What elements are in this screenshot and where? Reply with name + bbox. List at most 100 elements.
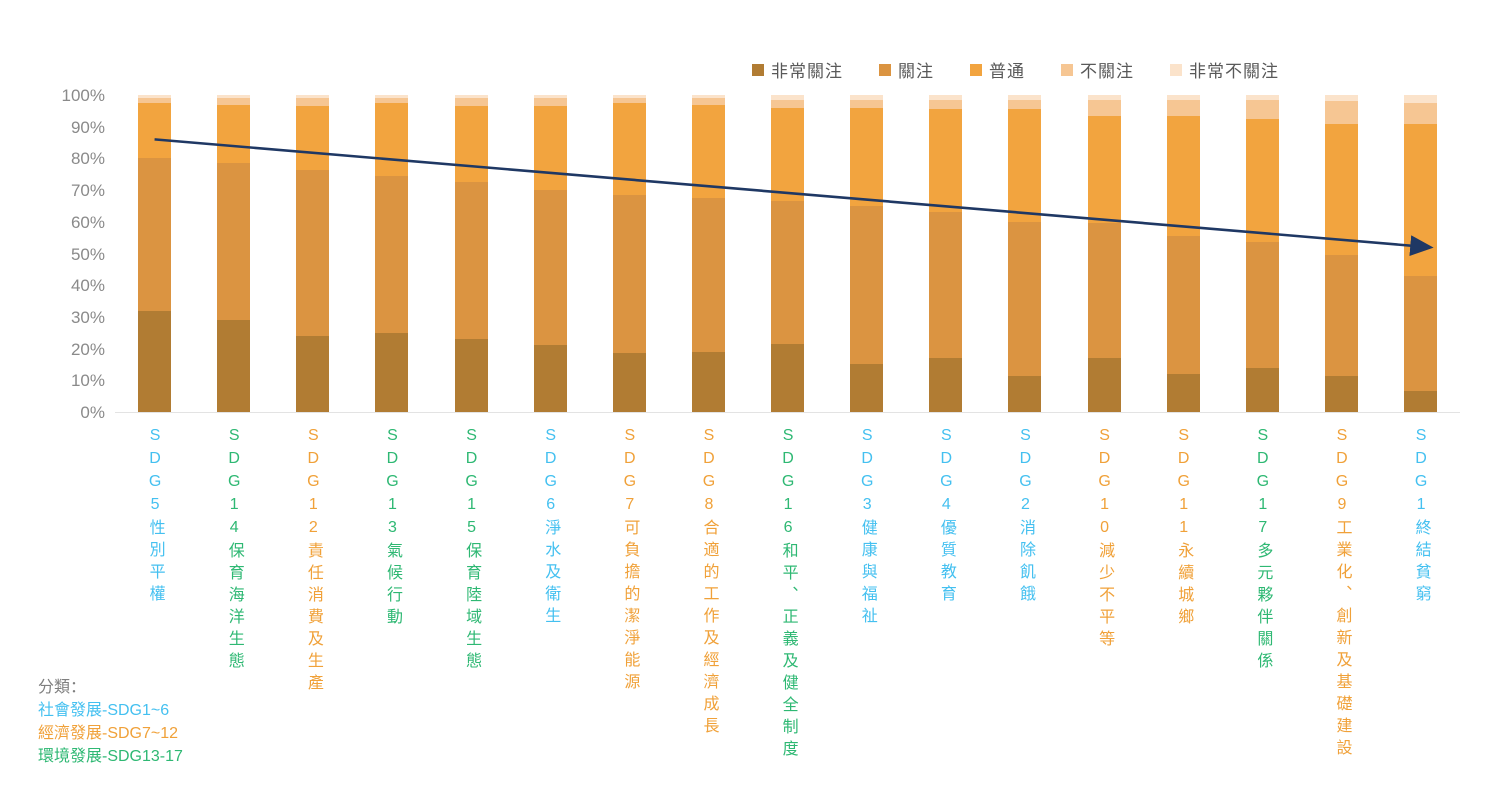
segment-SDG2-普通 bbox=[1008, 109, 1042, 222]
plot-area bbox=[115, 95, 1460, 413]
bar-column-SDG4 bbox=[906, 95, 985, 412]
y-tick-10%: 10% bbox=[70, 371, 105, 391]
x-label-SDG7: SDG7可負擔的潔淨能源 bbox=[621, 427, 639, 695]
segment-SDG6-關注 bbox=[533, 190, 567, 346]
segment-SDG9-非常關注 bbox=[1324, 375, 1358, 412]
y-tick-20%: 20% bbox=[70, 339, 105, 359]
segment-SDG8-關注 bbox=[691, 198, 725, 352]
x-label-column-SDG11: SDG11永續城鄉 bbox=[1144, 427, 1223, 630]
y-tick-100%: 100% bbox=[61, 86, 105, 105]
x-label-column-SDG6: SDG6淨水及衛生 bbox=[511, 427, 590, 629]
segment-SDG9-非常不關注 bbox=[1324, 95, 1358, 102]
segment-SDG7-關注 bbox=[612, 194, 646, 354]
segment-SDG13-普通 bbox=[375, 102, 409, 176]
segment-SDG10-關注 bbox=[1087, 223, 1121, 359]
segment-SDG9-關注 bbox=[1324, 255, 1358, 376]
segment-SDG1-不關注 bbox=[1404, 102, 1438, 124]
bar-column-SDG12 bbox=[273, 95, 352, 412]
segment-SDG13-非常不關注 bbox=[375, 95, 409, 99]
segment-SDG1-普通 bbox=[1404, 123, 1438, 276]
segment-SDG10-普通 bbox=[1087, 115, 1121, 224]
bar-column-SDG9 bbox=[1302, 95, 1381, 412]
bar-SDG14 bbox=[217, 95, 251, 412]
segment-SDG16-不關注 bbox=[771, 99, 805, 108]
segment-SDG5-不關注 bbox=[138, 98, 172, 103]
segment-SDG11-非常關注 bbox=[1166, 373, 1200, 412]
segment-SDG14-不關注 bbox=[217, 98, 251, 105]
x-label-SDG4: SDG4優質教育 bbox=[937, 427, 955, 607]
segment-SDG14-關注 bbox=[217, 163, 251, 321]
legend-item-非常不關注: 非常不關注 bbox=[1170, 57, 1279, 82]
x-label-SDG12: SDG12責任消費及生產 bbox=[304, 427, 322, 696]
x-label-column-SDG14: SDG14保育海洋生態 bbox=[194, 427, 273, 674]
segment-SDG3-關注 bbox=[850, 205, 884, 365]
x-label-SDG3: SDG3健康與福祉 bbox=[858, 427, 876, 629]
bar-column-SDG16 bbox=[748, 95, 827, 412]
bar-SDG11 bbox=[1166, 95, 1200, 412]
bar-column-SDG3 bbox=[827, 95, 906, 412]
bar-SDG7 bbox=[612, 95, 646, 412]
segment-SDG3-非常關注 bbox=[850, 364, 884, 412]
bar-column-SDG7 bbox=[590, 95, 669, 412]
bar-SDG13 bbox=[375, 95, 409, 412]
segment-SDG11-普通 bbox=[1166, 115, 1200, 237]
segment-SDG4-普通 bbox=[929, 109, 963, 213]
x-label-column-SDG12: SDG12責任消費及生產 bbox=[273, 427, 352, 696]
segment-SDG17-關注 bbox=[1245, 242, 1279, 368]
note-social: 社會發展-SDG1~6 bbox=[38, 702, 170, 719]
note-env: 環境發展-SDG13-17 bbox=[38, 748, 183, 765]
segment-SDG7-非常關注 bbox=[612, 353, 646, 412]
segment-SDG7-非常不關注 bbox=[612, 95, 646, 99]
segment-SDG13-不關注 bbox=[375, 98, 409, 103]
bar-column-SDG11 bbox=[1144, 95, 1223, 412]
legend-item-非常關注: 非常關注 bbox=[752, 57, 843, 82]
x-label-SDG11: SDG11永續城鄉 bbox=[1175, 427, 1193, 630]
x-label-SDG15: SDG15保育陸域生態 bbox=[463, 427, 481, 674]
bar-column-SDG15 bbox=[432, 95, 511, 412]
segment-SDG4-不關注 bbox=[929, 99, 963, 110]
x-label-column-SDG3: SDG3健康與福祉 bbox=[827, 427, 906, 629]
segment-SDG4-非常關注 bbox=[929, 358, 963, 412]
segment-SDG3-不關注 bbox=[850, 99, 884, 108]
x-label-column-SDG2: SDG2消除飢餓 bbox=[985, 427, 1064, 607]
segment-SDG10-不關注 bbox=[1087, 99, 1121, 116]
segment-SDG13-非常關注 bbox=[375, 332, 409, 412]
bar-column-SDG2 bbox=[985, 95, 1064, 412]
x-label-SDG13: SDG13氣候行動 bbox=[383, 427, 401, 630]
segment-SDG8-不關注 bbox=[691, 98, 725, 105]
bar-SDG16 bbox=[771, 95, 805, 412]
segment-SDG11-關注 bbox=[1166, 236, 1200, 374]
y-tick-0%: 0% bbox=[80, 403, 105, 422]
segment-SDG6-非常關注 bbox=[533, 345, 567, 412]
segment-SDG8-普通 bbox=[691, 104, 725, 199]
legend-label: 普通 bbox=[989, 62, 1025, 81]
segment-SDG5-普通 bbox=[138, 102, 172, 159]
segment-SDG16-非常關注 bbox=[771, 343, 805, 412]
legend-swatch-icon bbox=[1061, 63, 1073, 76]
segment-SDG17-非常關注 bbox=[1245, 367, 1279, 412]
bar-column-SDG1 bbox=[1381, 95, 1460, 412]
bar-column-SDG13 bbox=[352, 95, 431, 412]
note-econ: 經濟發展-SDG7~12 bbox=[38, 725, 179, 742]
segment-SDG4-關注 bbox=[929, 212, 963, 359]
legend-swatch-icon bbox=[752, 63, 764, 76]
bar-SDG17 bbox=[1245, 95, 1279, 412]
y-tick-50%: 50% bbox=[70, 244, 105, 264]
x-label-SDG2: SDG2消除飢餓 bbox=[1016, 427, 1034, 607]
legend-item-不關注: 不關注 bbox=[1061, 57, 1134, 82]
bar-SDG5 bbox=[138, 95, 172, 412]
segment-SDG1-關注 bbox=[1404, 275, 1438, 392]
legend-label: 關注 bbox=[898, 62, 934, 81]
bar-column-SDG8 bbox=[669, 95, 748, 412]
segment-SDG5-關注 bbox=[138, 158, 172, 311]
segment-SDG1-非常關注 bbox=[1404, 391, 1438, 412]
segment-SDG2-非常關注 bbox=[1008, 375, 1042, 412]
segment-SDG17-非常不關注 bbox=[1245, 95, 1279, 100]
x-label-SDG17: SDG17多元夥伴關係 bbox=[1254, 427, 1272, 674]
segment-SDG11-不關注 bbox=[1166, 99, 1200, 116]
segment-SDG10-非常不關注 bbox=[1087, 95, 1121, 100]
x-label-column-SDG16: SDG16和平、正義及健全制度 bbox=[748, 427, 827, 762]
segment-SDG12-非常關注 bbox=[296, 335, 330, 412]
segment-SDG16-非常不關注 bbox=[771, 95, 805, 100]
x-label-column-SDG13: SDG13氣候行動 bbox=[352, 427, 431, 630]
